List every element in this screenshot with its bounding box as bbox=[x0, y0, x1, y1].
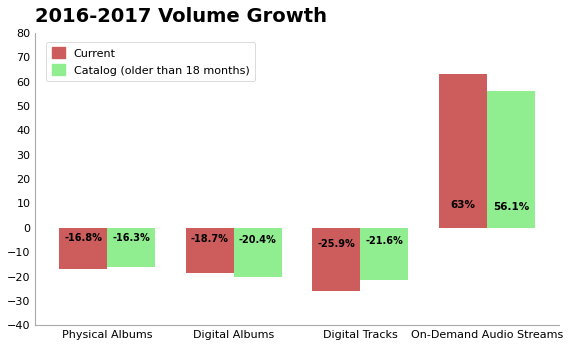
Legend: Current, Catalog (older than 18 months): Current, Catalog (older than 18 months) bbox=[46, 42, 255, 81]
Text: -16.3%: -16.3% bbox=[113, 233, 150, 243]
Bar bbox=[234, 228, 282, 278]
Text: -20.4%: -20.4% bbox=[239, 235, 277, 245]
Bar bbox=[360, 228, 408, 280]
Text: -16.8%: -16.8% bbox=[64, 233, 102, 243]
Bar bbox=[186, 228, 234, 273]
Text: 2016-2017 Volume Growth: 2016-2017 Volume Growth bbox=[35, 7, 327, 26]
Text: 63%: 63% bbox=[450, 200, 475, 210]
Bar bbox=[312, 228, 360, 291]
Text: -18.7%: -18.7% bbox=[191, 234, 229, 244]
Text: -21.6%: -21.6% bbox=[365, 236, 403, 246]
Bar bbox=[107, 228, 155, 268]
Bar bbox=[438, 75, 487, 228]
Bar bbox=[59, 228, 107, 269]
Text: -25.9%: -25.9% bbox=[317, 239, 355, 248]
Text: 56.1%: 56.1% bbox=[492, 202, 529, 212]
Bar bbox=[487, 91, 535, 228]
